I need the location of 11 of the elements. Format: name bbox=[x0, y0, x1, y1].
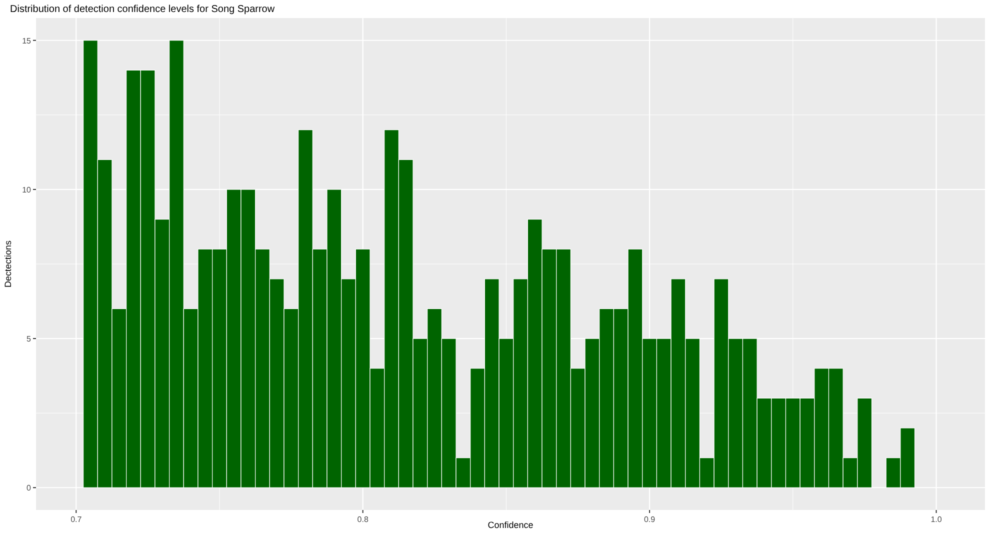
y-tick-label: 15 bbox=[22, 36, 32, 46]
x-tick-label: 0.8 bbox=[357, 515, 369, 524]
x-tick-label: 0.9 bbox=[644, 515, 656, 524]
x-tick-label: 1.0 bbox=[930, 515, 942, 524]
y-tick-label: 0 bbox=[26, 484, 32, 493]
y-tick-label: 10 bbox=[22, 185, 32, 194]
x-axis-title: Confidence bbox=[488, 520, 534, 530]
chart-title: Distribution of detection confidence levels for Song Sparrow bbox=[10, 4, 276, 15]
x-tick-label: 0.7 bbox=[70, 515, 82, 524]
y-tick-label: 5 bbox=[26, 334, 32, 344]
y-axis-title: Dectections bbox=[3, 240, 13, 288]
